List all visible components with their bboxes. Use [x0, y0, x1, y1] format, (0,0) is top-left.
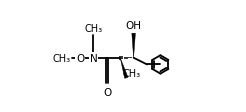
Polygon shape	[120, 58, 128, 79]
Text: CH₃: CH₃	[122, 69, 140, 79]
Text: CH₃: CH₃	[53, 53, 71, 63]
Text: O: O	[76, 53, 84, 63]
Text: O: O	[103, 88, 111, 97]
Text: OH: OH	[126, 21, 142, 31]
Text: N: N	[90, 53, 97, 63]
Text: CH₃: CH₃	[84, 23, 103, 33]
Polygon shape	[132, 34, 135, 58]
